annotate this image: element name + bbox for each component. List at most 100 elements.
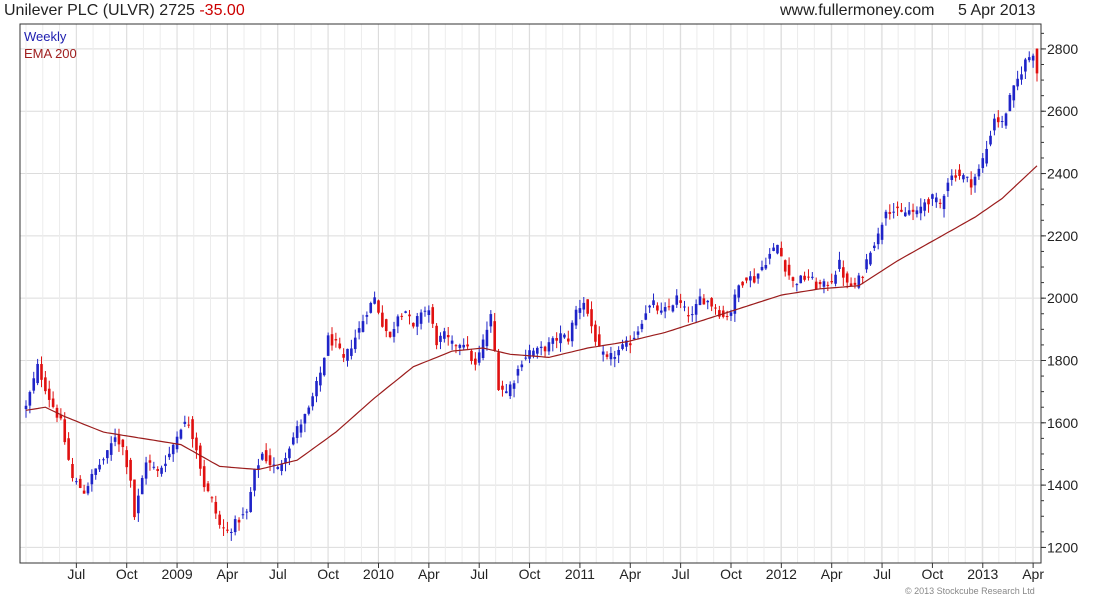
candle-body <box>1020 74 1023 80</box>
candle-body <box>28 392 32 406</box>
candle-body <box>164 463 167 467</box>
candle-body <box>75 481 78 483</box>
candle-body <box>210 497 214 499</box>
candle-body <box>67 438 70 460</box>
candle-body <box>931 194 934 199</box>
candle-body <box>663 307 667 312</box>
candle-body <box>745 277 748 281</box>
candle-body <box>903 212 907 217</box>
candle-body <box>454 345 458 347</box>
candle-body <box>106 450 109 459</box>
candle-body <box>404 311 407 313</box>
candle-body <box>373 297 376 304</box>
candle-body <box>315 381 318 397</box>
candle-body <box>741 281 744 286</box>
candle-body <box>814 281 818 290</box>
candle-body <box>470 350 473 362</box>
candle-body <box>842 267 845 278</box>
candle-body <box>140 478 144 495</box>
plot-frame <box>19 23 1042 564</box>
candle-body <box>919 206 923 214</box>
candle-body <box>996 117 1000 123</box>
candle-body <box>415 316 419 327</box>
candle-body <box>687 315 690 317</box>
candle-body <box>683 306 686 308</box>
candle-body <box>830 281 834 283</box>
candle-body <box>950 175 954 180</box>
legend-weekly: Weekly <box>24 29 67 44</box>
candle-body <box>171 444 175 455</box>
candle-body <box>985 148 988 164</box>
candle-body <box>772 247 775 251</box>
candle-body <box>892 211 895 213</box>
candle-body <box>241 514 245 516</box>
candle-body <box>183 421 187 424</box>
candle-body <box>799 275 803 284</box>
candle-body <box>24 405 28 410</box>
candle-body <box>113 437 117 442</box>
candle-body <box>934 197 938 203</box>
candle-body <box>965 176 969 178</box>
candle-body <box>907 210 911 215</box>
candle-body <box>714 307 717 309</box>
candle-body <box>861 276 864 278</box>
candle-body <box>803 275 806 280</box>
candle-body <box>520 364 524 368</box>
candle-body <box>299 424 303 433</box>
candle-body <box>873 245 876 249</box>
y-tick-label: 1400 <box>1047 477 1078 493</box>
candle-body <box>942 195 946 210</box>
candle-body <box>648 305 651 308</box>
candle-body <box>365 315 369 317</box>
candle-body <box>152 466 156 468</box>
candle-body <box>911 209 915 212</box>
candle-body <box>381 312 384 327</box>
candle-body <box>578 308 582 313</box>
candle-body <box>168 453 171 458</box>
candle-body <box>733 294 737 314</box>
candle-body <box>962 175 965 180</box>
candle-body <box>179 429 183 439</box>
candle-body <box>86 486 90 494</box>
candle-body <box>927 199 930 205</box>
chart-header: Unilever PLC (ULVR) 2725 -35.00 www.full… <box>0 0 1100 24</box>
candle-body <box>98 464 101 470</box>
x-tick-label: 2012 <box>766 566 797 582</box>
candle-body <box>388 331 392 338</box>
candle-body <box>357 328 361 333</box>
candle-body <box>760 266 764 271</box>
candle-body <box>566 338 570 342</box>
candle-body <box>419 312 423 324</box>
candle-body <box>853 282 857 285</box>
candle-body <box>621 344 624 349</box>
candle-body <box>737 285 741 298</box>
candle-body <box>547 342 551 352</box>
candle-body <box>229 531 233 533</box>
candle-body <box>191 419 194 440</box>
ema-200-line <box>25 165 1038 471</box>
candle-body <box>880 224 884 240</box>
candle-body <box>156 469 160 471</box>
candle-body <box>71 463 74 479</box>
candle-body <box>659 310 663 313</box>
candle-body <box>675 295 679 305</box>
website-label: www.fullermoney.com <box>780 2 935 19</box>
candle-body <box>752 276 756 283</box>
candle-body <box>667 306 671 308</box>
candle-body <box>632 337 636 340</box>
x-tick-label: Jul <box>873 566 891 582</box>
candle-body <box>849 283 853 287</box>
candle-body <box>644 313 648 320</box>
candle-body <box>876 233 880 245</box>
candle-body <box>489 314 493 327</box>
candle-body <box>257 465 260 470</box>
candle-body <box>307 407 311 414</box>
candle-body <box>1000 121 1004 123</box>
candle-body <box>237 519 241 523</box>
x-tick-label: 2013 <box>967 566 998 582</box>
x-tick-label: 2011 <box>565 566 595 582</box>
candle-body <box>822 281 826 287</box>
candle-body <box>342 354 345 358</box>
x-tick-label: Oct <box>720 566 742 582</box>
candle-body <box>1012 85 1016 101</box>
